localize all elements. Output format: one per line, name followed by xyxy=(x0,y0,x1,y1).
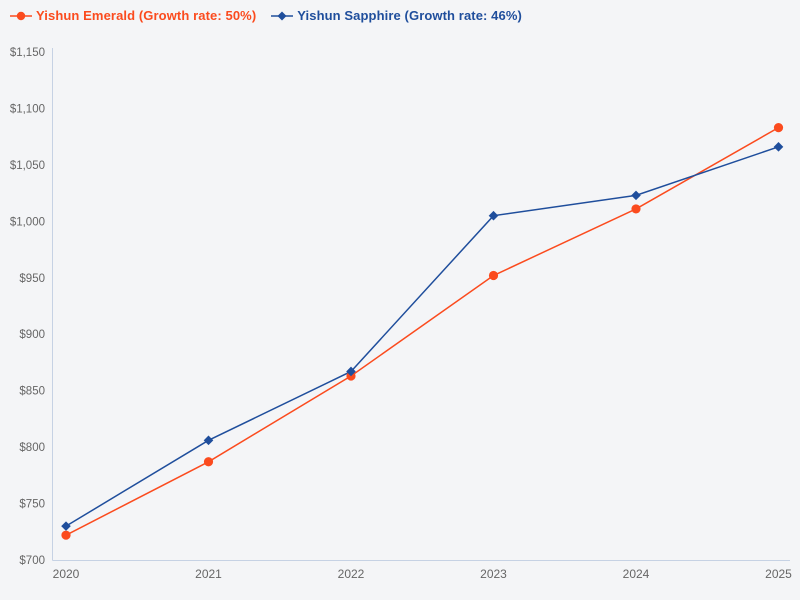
emerald-point-2023[interactable] xyxy=(488,270,499,281)
sapphire-line-diamond-icon xyxy=(271,11,294,20)
x-tick-label: 2021 xyxy=(195,567,222,581)
y-tick-label: $700 xyxy=(19,555,45,567)
y-tick-label: $800 xyxy=(19,442,45,454)
y-tick-label: $1,050 xyxy=(10,160,45,172)
legend-label-sapphire: Yishun Sapphire (Growth rate: 46%) xyxy=(297,8,522,23)
y-tick-label: $1,000 xyxy=(10,216,45,228)
y-tick-label: $950 xyxy=(19,273,45,285)
x-tick-label: 2020 xyxy=(53,567,80,581)
y-tick-label: $1,150 xyxy=(10,47,45,59)
sapphire-line xyxy=(65,146,779,527)
emerald-point-2024[interactable] xyxy=(631,204,641,214)
emerald-line xyxy=(65,126,779,536)
x-tick-label: 2022 xyxy=(338,567,365,581)
y-tick-label: $1,100 xyxy=(10,103,45,115)
sapphire-point-2021[interactable] xyxy=(203,435,214,446)
sapphire-point-2023[interactable] xyxy=(488,210,499,221)
emerald-point-2025[interactable] xyxy=(773,123,784,133)
sapphire-point-2022[interactable] xyxy=(346,366,356,377)
y-tick-label: $850 xyxy=(19,386,45,398)
chart-legend: Yishun Emerald (Growth rate: 50%) Yishun… xyxy=(10,8,522,23)
emerald-point-2021[interactable] xyxy=(203,457,214,467)
sapphire-point-2024[interactable] xyxy=(631,190,641,201)
emerald-line-circle-icon xyxy=(10,11,32,20)
legend-item-sapphire[interactable]: Yishun Sapphire (Growth rate: 46%) xyxy=(271,8,522,23)
x-tick-label: 2025 xyxy=(765,567,792,581)
sapphire-point-2025[interactable] xyxy=(773,142,784,152)
emerald-point-2020[interactable] xyxy=(61,530,71,540)
sapphire-point-2020[interactable] xyxy=(61,521,71,531)
y-tick-label: $750 xyxy=(19,499,45,511)
x-tick-label: 2023 xyxy=(480,567,507,581)
y-tick-label: $900 xyxy=(19,329,45,341)
legend-label-emerald: Yishun Emerald (Growth rate: 50%) xyxy=(36,8,257,23)
legend-item-emerald[interactable]: Yishun Emerald (Growth rate: 50%) xyxy=(10,8,256,23)
x-tick-label: 2024 xyxy=(623,567,650,581)
